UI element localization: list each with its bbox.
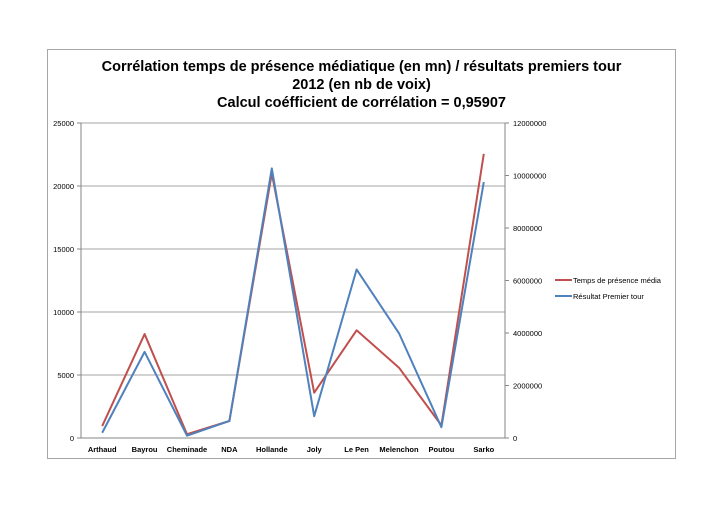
chart-title-line-1: Corrélation temps de présence médiatique…	[101, 59, 622, 75]
category-label: Melenchon	[379, 445, 419, 454]
series-line-1	[101, 153, 485, 436]
category-label: Poutou	[428, 445, 454, 454]
right-axis-tick-label: 6000000	[513, 277, 542, 286]
left-axis-tick-label: 25000	[53, 119, 74, 128]
right-axis-tick-label: 8000000	[513, 224, 542, 233]
right-axis-tick-label: 2000000	[513, 382, 542, 391]
chart-title-line-3: Calcul coéfficient de corrélation = 0,95…	[217, 95, 506, 111]
chart-title-line-2: 2012 (en nb de voix)	[292, 77, 431, 93]
category-label: Sarko	[473, 445, 494, 454]
category-label: Hollande	[256, 445, 288, 454]
category-label: Arthaud	[88, 445, 117, 454]
category-label: Le Pen	[344, 445, 369, 454]
left-axis-tick-label: 15000	[53, 245, 74, 254]
category-label: NDA	[221, 445, 238, 454]
right-axis-tick-label: 0	[513, 434, 517, 443]
left-axis-tick-label: 5000	[57, 371, 74, 380]
right-axis-tick-label: 12000000	[513, 119, 546, 128]
series-line-2	[101, 167, 485, 437]
legend-label: Temps de présence média	[573, 276, 662, 285]
chart-frame	[47, 49, 676, 459]
legend-label: Résultat Premier tour	[573, 292, 644, 301]
category-label: Joly	[307, 445, 323, 454]
left-axis-tick-label: 0	[70, 434, 74, 443]
right-axis-tick-label: 10000000	[513, 172, 546, 181]
left-axis-tick-label: 10000	[53, 308, 74, 317]
right-axis-tick-label: 4000000	[513, 329, 542, 338]
category-label: Cheminade	[167, 445, 207, 454]
left-axis-tick-label: 20000	[53, 182, 74, 191]
category-label: Bayrou	[132, 445, 158, 454]
